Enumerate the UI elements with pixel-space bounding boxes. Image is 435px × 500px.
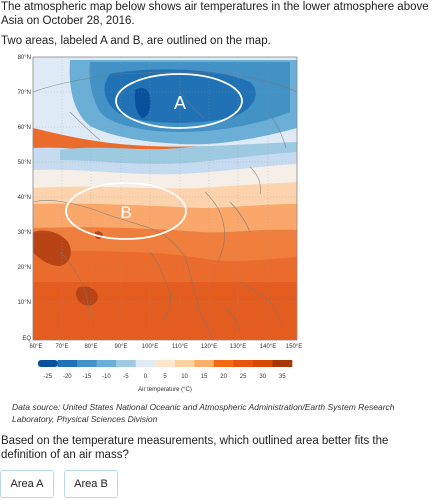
question-text: Based on the temperature measurements, w… (1, 435, 389, 461)
lat-label-40n: 40°N (18, 195, 31, 201)
lon-label-140e: 140°E (260, 344, 276, 350)
legend-tick-label: 25 (240, 374, 247, 380)
lon-label-110e: 110°E (172, 344, 188, 350)
legend-svg: -25 -20 -15 -10 -5 0 5 10 15 20 25 30 35 Air tempera… (38, 360, 293, 393)
lon-label-70e: 70°E (55, 344, 68, 350)
lon-label-90e: 90°E (114, 344, 127, 350)
lon-label-80e: 80°E (84, 344, 97, 350)
area-b-label: B (120, 203, 131, 222)
legend-tick-label: -5 (123, 374, 129, 380)
legend-tick-label: 0 (144, 374, 148, 380)
legend-title: Air temperature (°C) (138, 387, 192, 393)
lat-label-60n: 60°N (18, 125, 31, 131)
lat-label-50n: 50°N (18, 160, 31, 166)
lon-label-60e: 60°E (29, 344, 42, 350)
lat-label-eq: EQ (22, 336, 31, 342)
lon-label-130e: 130°E (230, 344, 246, 350)
legend-tick-label: 5 (163, 374, 167, 380)
legend-swatch (57, 360, 78, 367)
lat-label-30n: 30°N (18, 230, 31, 236)
map-svg: A B 80°N 70°N 60°N 50°N 40°N 30°N 20°N 1… (18, 55, 303, 350)
lat-label-70n: 70°N (18, 90, 31, 96)
legend-swatch (77, 360, 97, 367)
lat-label-20n: 20°N (18, 265, 31, 271)
lon-label-120e: 120°E (201, 344, 217, 350)
legend-tick-label: 15 (201, 374, 208, 380)
legend-tick-label: -15 (83, 374, 92, 380)
legend-swatch (213, 360, 234, 367)
area-a-outline (115, 73, 243, 129)
legend-swatch (135, 360, 156, 367)
data-source-note: Data source: United States National Ocea… (12, 402, 395, 424)
area-a-answer-button[interactable]: Area A (0, 470, 54, 498)
legend-tick-label: -10 (102, 374, 111, 380)
legend-tick-label: 20 (220, 374, 227, 380)
temperature-map: A B 80°N 70°N 60°N 50°N 40°N 30°N 20°N 1… (0, 52, 320, 352)
legend-tick-label: -20 (63, 374, 72, 380)
legend-swatch (272, 360, 293, 367)
legend-swatch (38, 360, 58, 367)
legend-tick-label: 30 (259, 374, 266, 380)
area-b-answer-button[interactable]: Area B (64, 470, 118, 498)
legend-swatch (252, 360, 273, 367)
lon-label-150e: 150°E (286, 344, 302, 350)
area-a-label: A (174, 93, 186, 113)
legend-swatch (174, 360, 195, 367)
legend-tick-label: 10 (181, 374, 188, 380)
temperature-legend: -25 -20 -15 -10 -5 0 5 10 15 20 25 30 35 Air tempera… (30, 354, 300, 394)
intro-text-areas: Two areas, labeled A and B, are outlined… (1, 35, 271, 47)
legend-swatch (116, 360, 136, 367)
area-b-outline (65, 182, 187, 240)
legend-swatch (155, 360, 176, 367)
lat-label-10n: 10°N (18, 300, 31, 306)
lon-label-100e: 100°E (142, 344, 158, 350)
lat-label-80n: 80°N (18, 55, 31, 61)
legend-tick-label: 35 (279, 374, 286, 380)
legend-swatch (194, 360, 215, 367)
legend-swatch (233, 360, 254, 367)
legend-tick-label: -25 (43, 374, 52, 380)
intro-text: The atmospheric map below shows air temp… (1, 1, 429, 27)
legend-swatch (96, 360, 117, 367)
